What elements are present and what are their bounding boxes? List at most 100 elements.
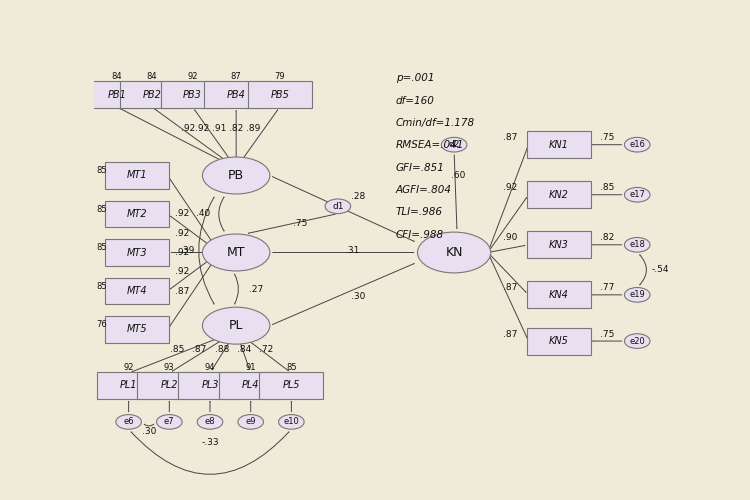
Text: .77: .77 bbox=[599, 284, 614, 292]
Text: 92: 92 bbox=[123, 362, 134, 372]
Text: KN5: KN5 bbox=[549, 336, 568, 346]
Text: .92: .92 bbox=[175, 267, 189, 276]
Text: e17: e17 bbox=[629, 190, 645, 199]
Text: 85: 85 bbox=[96, 282, 106, 291]
FancyBboxPatch shape bbox=[526, 232, 591, 258]
Text: -.54: -.54 bbox=[652, 266, 669, 274]
FancyBboxPatch shape bbox=[204, 81, 268, 108]
Text: 85: 85 bbox=[96, 205, 106, 214]
Text: KN2: KN2 bbox=[549, 190, 568, 200]
Text: e20: e20 bbox=[629, 336, 645, 345]
Text: 87: 87 bbox=[231, 72, 242, 81]
Text: 85: 85 bbox=[286, 362, 297, 372]
Text: .28: .28 bbox=[351, 192, 365, 201]
Text: .92: .92 bbox=[175, 248, 189, 257]
Text: .87: .87 bbox=[175, 286, 189, 296]
Text: .27: .27 bbox=[249, 284, 263, 294]
Text: .82: .82 bbox=[229, 124, 243, 132]
Text: -.33: -.33 bbox=[201, 438, 219, 447]
Text: .85: .85 bbox=[170, 345, 184, 354]
Text: .92: .92 bbox=[182, 124, 196, 132]
Text: .30: .30 bbox=[351, 292, 365, 302]
Text: KN: KN bbox=[446, 246, 463, 259]
Text: PB1: PB1 bbox=[107, 90, 127, 100]
Text: .89: .89 bbox=[247, 124, 261, 132]
Text: RMSEA=.041: RMSEA=.041 bbox=[396, 140, 464, 150]
Text: .92: .92 bbox=[503, 184, 517, 192]
Ellipse shape bbox=[625, 238, 650, 252]
Text: 93: 93 bbox=[164, 362, 175, 372]
Text: d1: d1 bbox=[332, 202, 344, 211]
FancyBboxPatch shape bbox=[248, 81, 312, 108]
Ellipse shape bbox=[625, 288, 650, 302]
Text: .87: .87 bbox=[192, 345, 206, 354]
FancyBboxPatch shape bbox=[105, 162, 170, 189]
Text: PL2: PL2 bbox=[160, 380, 178, 390]
Text: MT2: MT2 bbox=[127, 209, 148, 219]
Text: 92: 92 bbox=[188, 72, 198, 81]
Text: 84: 84 bbox=[146, 72, 158, 81]
Text: .88: .88 bbox=[214, 345, 229, 354]
FancyBboxPatch shape bbox=[526, 131, 591, 158]
Text: 91: 91 bbox=[245, 362, 256, 372]
Text: 76: 76 bbox=[96, 320, 106, 330]
FancyBboxPatch shape bbox=[105, 239, 170, 266]
FancyBboxPatch shape bbox=[219, 372, 283, 399]
Text: PL3: PL3 bbox=[201, 380, 219, 390]
Text: PB2: PB2 bbox=[142, 90, 161, 100]
Text: .84: .84 bbox=[237, 345, 251, 354]
FancyBboxPatch shape bbox=[105, 278, 170, 304]
Text: GFI=.851: GFI=.851 bbox=[396, 163, 445, 173]
Ellipse shape bbox=[325, 199, 351, 214]
Ellipse shape bbox=[202, 307, 270, 344]
Text: PL: PL bbox=[229, 319, 244, 332]
Text: PB4: PB4 bbox=[226, 90, 245, 100]
Text: d2: d2 bbox=[448, 140, 460, 149]
Text: PL5: PL5 bbox=[283, 380, 300, 390]
Text: .60: .60 bbox=[451, 171, 466, 180]
Text: MT3: MT3 bbox=[127, 248, 148, 258]
FancyBboxPatch shape bbox=[85, 81, 149, 108]
Text: MT5: MT5 bbox=[127, 324, 148, 334]
FancyBboxPatch shape bbox=[526, 328, 591, 354]
Ellipse shape bbox=[157, 414, 182, 429]
Ellipse shape bbox=[625, 188, 650, 202]
Text: .31: .31 bbox=[345, 246, 359, 255]
Text: AGFI=.804: AGFI=.804 bbox=[396, 185, 452, 195]
FancyBboxPatch shape bbox=[97, 372, 160, 399]
Text: 79: 79 bbox=[274, 72, 285, 81]
Text: TLI=.986: TLI=.986 bbox=[396, 208, 443, 218]
FancyBboxPatch shape bbox=[178, 372, 242, 399]
FancyBboxPatch shape bbox=[526, 282, 591, 308]
Text: MT4: MT4 bbox=[127, 286, 148, 296]
FancyBboxPatch shape bbox=[160, 81, 224, 108]
Text: PL1: PL1 bbox=[120, 380, 137, 390]
Text: 94: 94 bbox=[205, 362, 215, 372]
Text: e18: e18 bbox=[629, 240, 645, 250]
Text: MT1: MT1 bbox=[127, 170, 148, 180]
Text: e8: e8 bbox=[205, 418, 215, 426]
Text: e6: e6 bbox=[123, 418, 134, 426]
Text: .90: .90 bbox=[503, 234, 517, 242]
Text: .72: .72 bbox=[260, 345, 274, 354]
Text: e10: e10 bbox=[284, 418, 299, 426]
Text: KN1: KN1 bbox=[549, 140, 568, 149]
Text: .82: .82 bbox=[599, 234, 613, 242]
Ellipse shape bbox=[116, 414, 142, 429]
Text: .75: .75 bbox=[599, 134, 614, 142]
Text: .92: .92 bbox=[175, 210, 189, 218]
Text: KN4: KN4 bbox=[549, 290, 568, 300]
Text: p=.001: p=.001 bbox=[396, 74, 434, 84]
Text: .30: .30 bbox=[142, 427, 156, 436]
FancyBboxPatch shape bbox=[260, 372, 323, 399]
Ellipse shape bbox=[278, 414, 304, 429]
Text: PB5: PB5 bbox=[270, 90, 290, 100]
Text: e9: e9 bbox=[245, 418, 256, 426]
Text: df=160: df=160 bbox=[396, 96, 435, 106]
Ellipse shape bbox=[418, 232, 491, 273]
Text: .75: .75 bbox=[293, 219, 308, 228]
Text: .87: .87 bbox=[503, 330, 517, 338]
Text: 85: 85 bbox=[96, 166, 106, 175]
Text: .92: .92 bbox=[175, 229, 189, 238]
Text: 84: 84 bbox=[112, 72, 122, 81]
